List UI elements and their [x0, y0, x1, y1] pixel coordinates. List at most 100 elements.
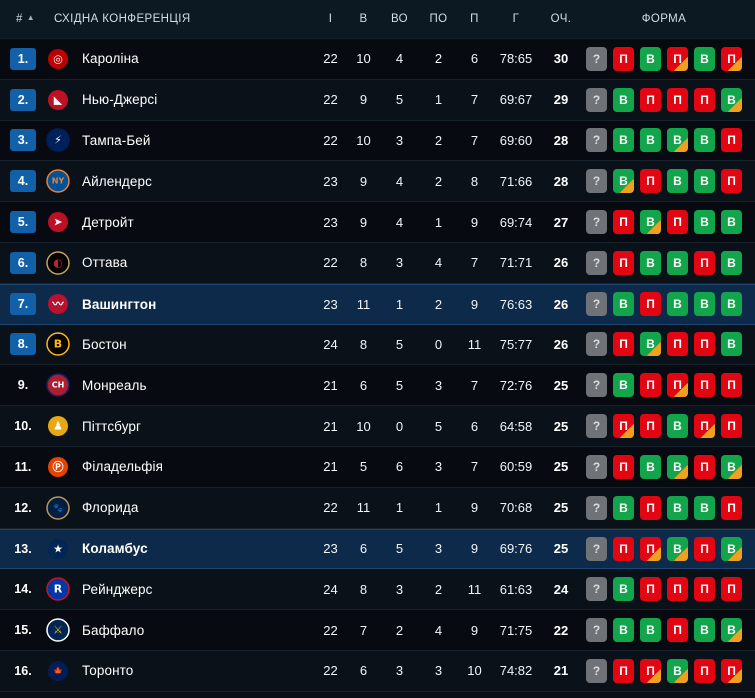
form-badge-loss[interactable]: П — [694, 87, 715, 112]
form-badge-loss[interactable]: П — [640, 169, 661, 194]
table-row-6[interactable]: 6. ◐ Оттава 22 8 3 4 7 71:71 26 ? П В В П В — [0, 242, 755, 284]
form-badge-win[interactable]: В — [640, 46, 661, 71]
form-badge-loss[interactable]: П — [667, 577, 688, 602]
form-badge-loss[interactable]: П — [613, 658, 634, 683]
form-badge-loss[interactable]: П — [613, 454, 634, 479]
form-badge-win-ot[interactable]: В — [721, 618, 742, 643]
header-goals[interactable]: Г — [512, 13, 520, 25]
team-cell[interactable]: 🍁 Торонто — [46, 659, 314, 683]
form-badge-loss[interactable]: П — [721, 169, 742, 194]
form-badge-win[interactable]: В — [721, 292, 742, 317]
form-badge-win[interactable]: В — [694, 46, 715, 71]
team-cell[interactable]: ⚡ Тампа-Бей — [46, 128, 314, 153]
form-badge-loss[interactable]: П — [640, 495, 661, 520]
table-row-9[interactable]: 9. CH Монреаль 21 6 5 3 7 72:76 25 ? В П П П… — [0, 365, 755, 407]
table-row-12[interactable]: 12. 🐾 Флорида 22 11 1 1 9 70:68 25 ? В П В В… — [0, 487, 755, 529]
team-cell[interactable]: ◐ Оттава — [46, 251, 314, 275]
form-badge-loss[interactable]: П — [694, 454, 715, 479]
team-cell[interactable]: NY Айлендерс — [46, 169, 314, 194]
form-badge-loss-ot[interactable]: П — [613, 414, 634, 439]
header-ot-wins[interactable]: ВО — [390, 13, 409, 25]
header-rank[interactable]: # ▲ — [0, 13, 46, 25]
form-badge-unknown[interactable]: ? — [586, 373, 607, 398]
form-badge-win-ot[interactable]: В — [667, 658, 688, 683]
form-badge-win[interactable]: В — [667, 292, 688, 317]
form-badge-loss[interactable]: П — [721, 373, 742, 398]
form-badge-loss[interactable]: П — [640, 577, 661, 602]
form-badge-unknown[interactable]: ? — [586, 536, 607, 561]
form-badge-unknown[interactable]: ? — [586, 292, 607, 317]
form-badge-win[interactable]: В — [613, 373, 634, 398]
form-badge-loss-ot[interactable]: П — [640, 536, 661, 561]
table-row-16[interactable]: 16. 🍁 Торонто 22 6 3 3 10 74:82 21 ? П П В П… — [0, 650, 755, 692]
form-badge-win-ot[interactable]: В — [640, 210, 661, 235]
form-badge-win-ot[interactable]: В — [640, 332, 661, 357]
form-badge-win[interactable]: В — [694, 292, 715, 317]
form-badge-win[interactable]: В — [694, 618, 715, 643]
form-badge-win[interactable]: В — [613, 292, 634, 317]
team-cell[interactable]: ♟ Піттсбург — [46, 414, 314, 438]
team-cell[interactable]: 〰 Вашингтон — [46, 292, 314, 316]
form-badge-loss-ot[interactable]: П — [667, 373, 688, 398]
table-row-8[interactable]: 8. B Бостон 24 8 5 0 11 75:77 26 ? П В П П В — [0, 324, 755, 366]
form-badge-loss[interactable]: П — [613, 46, 634, 71]
form-badge-loss[interactable]: П — [667, 87, 688, 112]
team-cell[interactable]: ★ Коламбус — [46, 537, 314, 561]
form-badge-loss[interactable]: П — [640, 414, 661, 439]
form-badge-unknown[interactable]: ? — [586, 169, 607, 194]
form-badge-loss[interactable]: П — [667, 210, 688, 235]
form-badge-win-ot[interactable]: В — [613, 169, 634, 194]
form-badge-win[interactable]: В — [640, 454, 661, 479]
team-cell[interactable]: ◎ Кароліна — [46, 47, 314, 71]
form-badge-win[interactable]: В — [694, 210, 715, 235]
form-badge-win[interactable]: В — [613, 128, 634, 153]
team-cell[interactable]: B Бостон — [46, 332, 314, 357]
team-cell[interactable]: ➤ Детройт — [46, 210, 314, 234]
form-badge-win[interactable]: В — [694, 169, 715, 194]
form-badge-win[interactable]: В — [613, 618, 634, 643]
form-badge-loss[interactable]: П — [613, 536, 634, 561]
team-cell[interactable]: R Рейнджерс — [46, 577, 314, 601]
form-badge-unknown[interactable]: ? — [586, 210, 607, 235]
form-badge-loss[interactable]: П — [721, 128, 742, 153]
form-badge-loss[interactable]: П — [667, 618, 688, 643]
form-badge-win-ot[interactable]: В — [667, 536, 688, 561]
header-ot-losses[interactable]: ПО — [429, 13, 448, 25]
form-badge-win-ot[interactable]: В — [721, 87, 742, 112]
form-badge-loss[interactable]: П — [613, 332, 634, 357]
form-badge-unknown[interactable]: ? — [586, 618, 607, 643]
form-badge-win[interactable]: В — [667, 169, 688, 194]
form-badge-loss[interactable]: П — [613, 250, 634, 275]
form-badge-loss-ot[interactable]: П — [694, 414, 715, 439]
form-badge-win[interactable]: В — [721, 332, 742, 357]
team-cell[interactable]: ⚔ Баффало — [46, 618, 314, 642]
form-badge-unknown[interactable]: ? — [586, 87, 607, 112]
table-row-10[interactable]: 10. ♟ Піттсбург 21 10 0 5 6 64:58 25 ? П П… — [0, 406, 755, 447]
form-badge-win[interactable]: В — [613, 495, 634, 520]
form-badge-loss[interactable]: П — [640, 373, 661, 398]
header-losses[interactable]: П — [470, 13, 479, 25]
form-badge-unknown[interactable]: ? — [586, 658, 607, 683]
form-badge-loss[interactable]: П — [694, 332, 715, 357]
form-badge-unknown[interactable]: ? — [586, 454, 607, 479]
header-wins[interactable]: В — [359, 13, 368, 25]
form-badge-loss[interactable]: П — [721, 414, 742, 439]
form-badge-loss[interactable]: П — [694, 658, 715, 683]
form-badge-win[interactable]: В — [667, 414, 688, 439]
form-badge-win[interactable]: В — [721, 210, 742, 235]
form-badge-win[interactable]: В — [667, 250, 688, 275]
form-badge-unknown[interactable]: ? — [586, 128, 607, 153]
table-row-13[interactable]: 13. ★ Коламбус 23 6 5 3 9 69:76 25 ? П П В П… — [0, 528, 755, 570]
team-cell[interactable]: CH Монреаль — [46, 373, 314, 398]
form-badge-win[interactable]: В — [640, 128, 661, 153]
form-badge-loss[interactable]: П — [694, 577, 715, 602]
form-badge-unknown[interactable]: ? — [586, 46, 607, 71]
form-badge-unknown[interactable]: ? — [586, 495, 607, 520]
form-badge-loss[interactable]: П — [640, 87, 661, 112]
form-badge-win-ot[interactable]: В — [667, 454, 688, 479]
table-row-4[interactable]: 4. NY Айлендерс 23 9 4 2 8 71:66 28 ? В П В… — [0, 161, 755, 203]
form-badge-win-ot[interactable]: В — [667, 128, 688, 153]
form-badge-loss[interactable]: П — [640, 292, 661, 317]
form-badge-win-ot[interactable]: В — [721, 536, 742, 561]
form-badge-loss[interactable]: П — [694, 373, 715, 398]
